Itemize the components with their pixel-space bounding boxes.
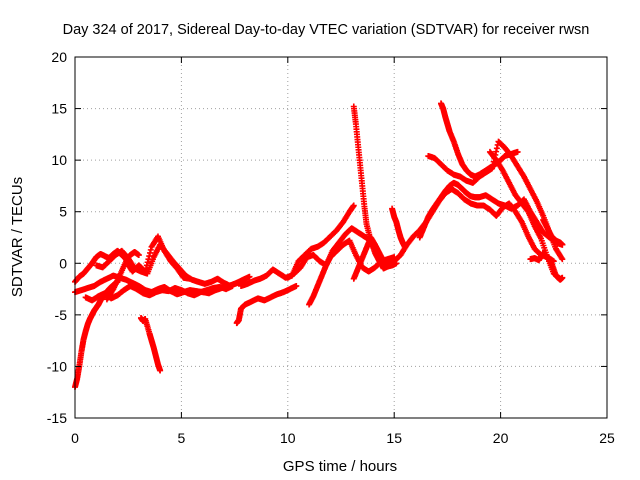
y-tick-label: 10 (51, 152, 67, 168)
data-point-track-p (559, 241, 566, 248)
data-points (72, 100, 566, 391)
x-tick-label: 10 (280, 430, 296, 446)
y-tick-label: 0 (59, 255, 67, 271)
x-tick-label: 5 (178, 430, 186, 446)
x-axis-title: GPS time / hours (283, 458, 397, 475)
data-point-track-g (350, 202, 357, 209)
chart-title: Day 324 of 2017, Sidereal Day-to-day VTE… (63, 22, 590, 38)
data-point-track-f (293, 282, 300, 289)
y-tick-label: -10 (47, 358, 67, 374)
y-tick-label: 20 (51, 49, 67, 65)
y-tick-label: 5 (59, 204, 67, 220)
y-tick-label: -15 (47, 410, 67, 426)
y-tick-label: 15 (51, 101, 67, 117)
data-point-track-m (559, 256, 566, 263)
x-tick-label: 15 (386, 430, 402, 446)
axis-ticks: 0 5 10 15 20 25 -15 -10 -5 0 5 10 15 20 (47, 49, 615, 446)
data-point-track-a (135, 252, 142, 259)
plot-frame (74, 56, 608, 419)
data-point-track-o (559, 274, 566, 281)
data-point-track-e (186, 275, 193, 282)
y-tick-label: -5 (55, 307, 68, 323)
x-tick-label: 25 (599, 430, 615, 446)
y-axis-title: SDTVAR / TECUs (9, 177, 26, 297)
grid-lines (75, 57, 607, 418)
x-tick-label: 0 (71, 430, 79, 446)
x-tick-label: 20 (493, 430, 509, 446)
data-point-cluster-3h (157, 367, 164, 374)
data-point-track-d (246, 273, 253, 280)
data-point-peak-17h (514, 148, 521, 155)
